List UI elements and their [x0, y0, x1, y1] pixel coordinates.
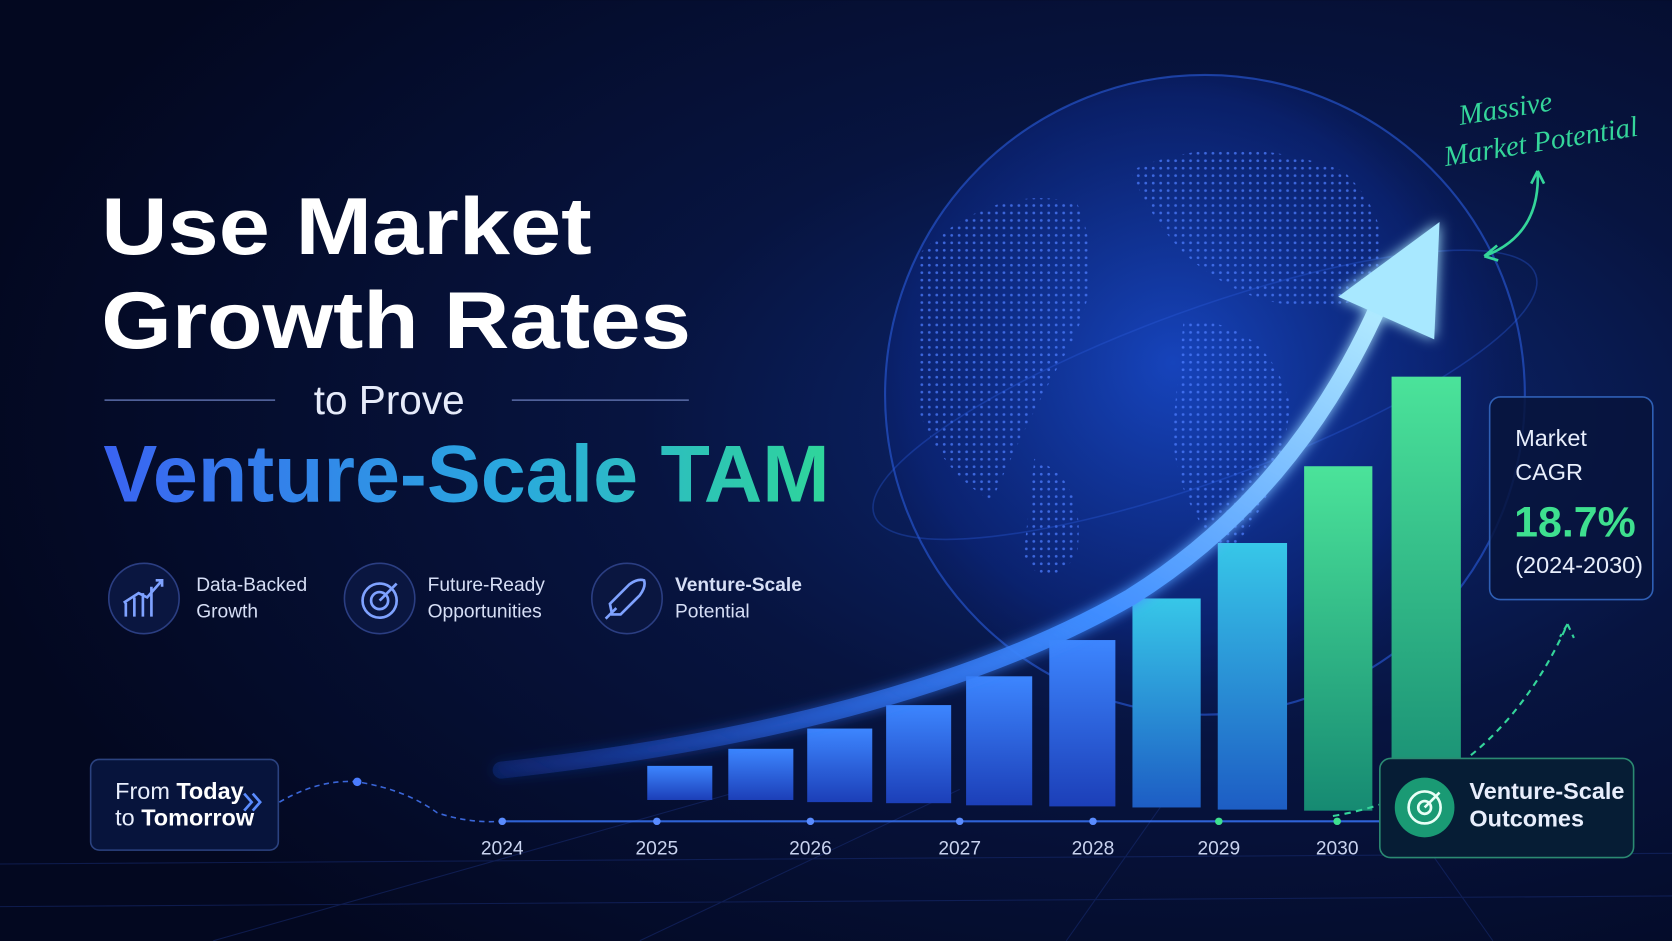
chevrons	[243, 792, 262, 812]
icon-dart	[378, 582, 398, 602]
outcome-icon-ring	[1407, 790, 1442, 825]
bar	[1304, 466, 1373, 811]
outcome-icon-ring	[1416, 799, 1433, 816]
growth-bars	[647, 376, 1461, 812]
cagr-value: 18.7%	[1514, 499, 1636, 547]
start-word: Tomorrow	[141, 805, 255, 831]
outcome-text: Venture-Scale	[1469, 778, 1624, 804]
bar	[728, 748, 794, 800]
bar	[647, 765, 713, 800]
bar	[1391, 376, 1461, 812]
feature-text: Opportunities	[428, 602, 542, 623]
start-word: Today	[176, 778, 243, 804]
icon-target	[361, 582, 399, 619]
icon-chart	[122, 578, 164, 617]
cagr-label: Market	[1515, 425, 1587, 451]
bar	[886, 705, 952, 804]
title-line: Use Market	[101, 182, 592, 272]
timeline-dot	[352, 777, 362, 787]
bar	[966, 676, 1033, 806]
title-line: Growth Rates	[101, 276, 691, 366]
outcome-icon-dart	[1423, 791, 1441, 809]
feature-text: Venture-Scale	[675, 575, 802, 596]
bar	[1049, 640, 1116, 807]
timeline-dot	[653, 817, 661, 826]
timeline-dot	[1089, 817, 1097, 826]
year-label: 2030	[1316, 838, 1359, 859]
year-label: 2027	[938, 838, 981, 859]
orbit	[872, 249, 1538, 541]
outcome-icon	[1394, 777, 1455, 838]
feature-text: Data-Backed	[196, 575, 307, 596]
year-label: 2029	[1197, 838, 1240, 859]
title-connector: to Prove	[314, 377, 465, 423]
cagr-label: CAGR	[1515, 459, 1583, 485]
cagr-card	[1488, 396, 1654, 601]
icon-rocket	[604, 578, 646, 620]
feature-text: Potential	[675, 602, 750, 623]
title-highlight: Venture-Scale TAM	[103, 429, 829, 519]
feature-icon	[591, 562, 663, 635]
year-label: 2024	[481, 838, 524, 859]
timeline-dot	[498, 817, 506, 826]
timeline-dot	[1333, 817, 1341, 826]
feature-text: Growth	[196, 602, 258, 623]
dashed-path	[1332, 623, 1575, 818]
start-word: to	[115, 805, 135, 831]
feature: Future-Ready Opportunities	[343, 562, 546, 635]
start-text: From Today	[115, 778, 243, 804]
arrow-head	[1338, 222, 1440, 340]
start-word: From	[115, 778, 170, 804]
feature-icon	[343, 562, 416, 635]
outcome-card	[1379, 757, 1635, 859]
timeline-dot	[1215, 817, 1223, 826]
outcome-text: Outcomes	[1469, 806, 1584, 832]
globe-rim	[883, 73, 1526, 716]
year-label: 2028	[1072, 838, 1115, 859]
growth-arrow	[492, 279, 1395, 779]
year-label: 2025	[636, 838, 679, 859]
feature-text: Future-Ready	[428, 575, 546, 596]
start-card	[89, 758, 280, 851]
feature: Venture-Scale Potential	[591, 562, 802, 635]
bar	[1217, 543, 1288, 810]
timeline-dot	[806, 817, 815, 826]
bar	[807, 728, 873, 803]
timeline-years: 2024 2025 2026 2027 2028 2029 2030	[481, 817, 1359, 859]
annotation-arrow	[1483, 170, 1546, 262]
timeline-dot	[955, 817, 964, 826]
year-label: 2026	[789, 838, 832, 859]
bar	[1132, 598, 1201, 808]
timeline-lead	[278, 780, 502, 823]
icon-target	[369, 590, 390, 611]
feature: Data-Backed Growth	[107, 562, 307, 635]
cagr-period: (2024-2030)	[1515, 552, 1643, 578]
start-text: to Tomorrow	[115, 805, 255, 831]
